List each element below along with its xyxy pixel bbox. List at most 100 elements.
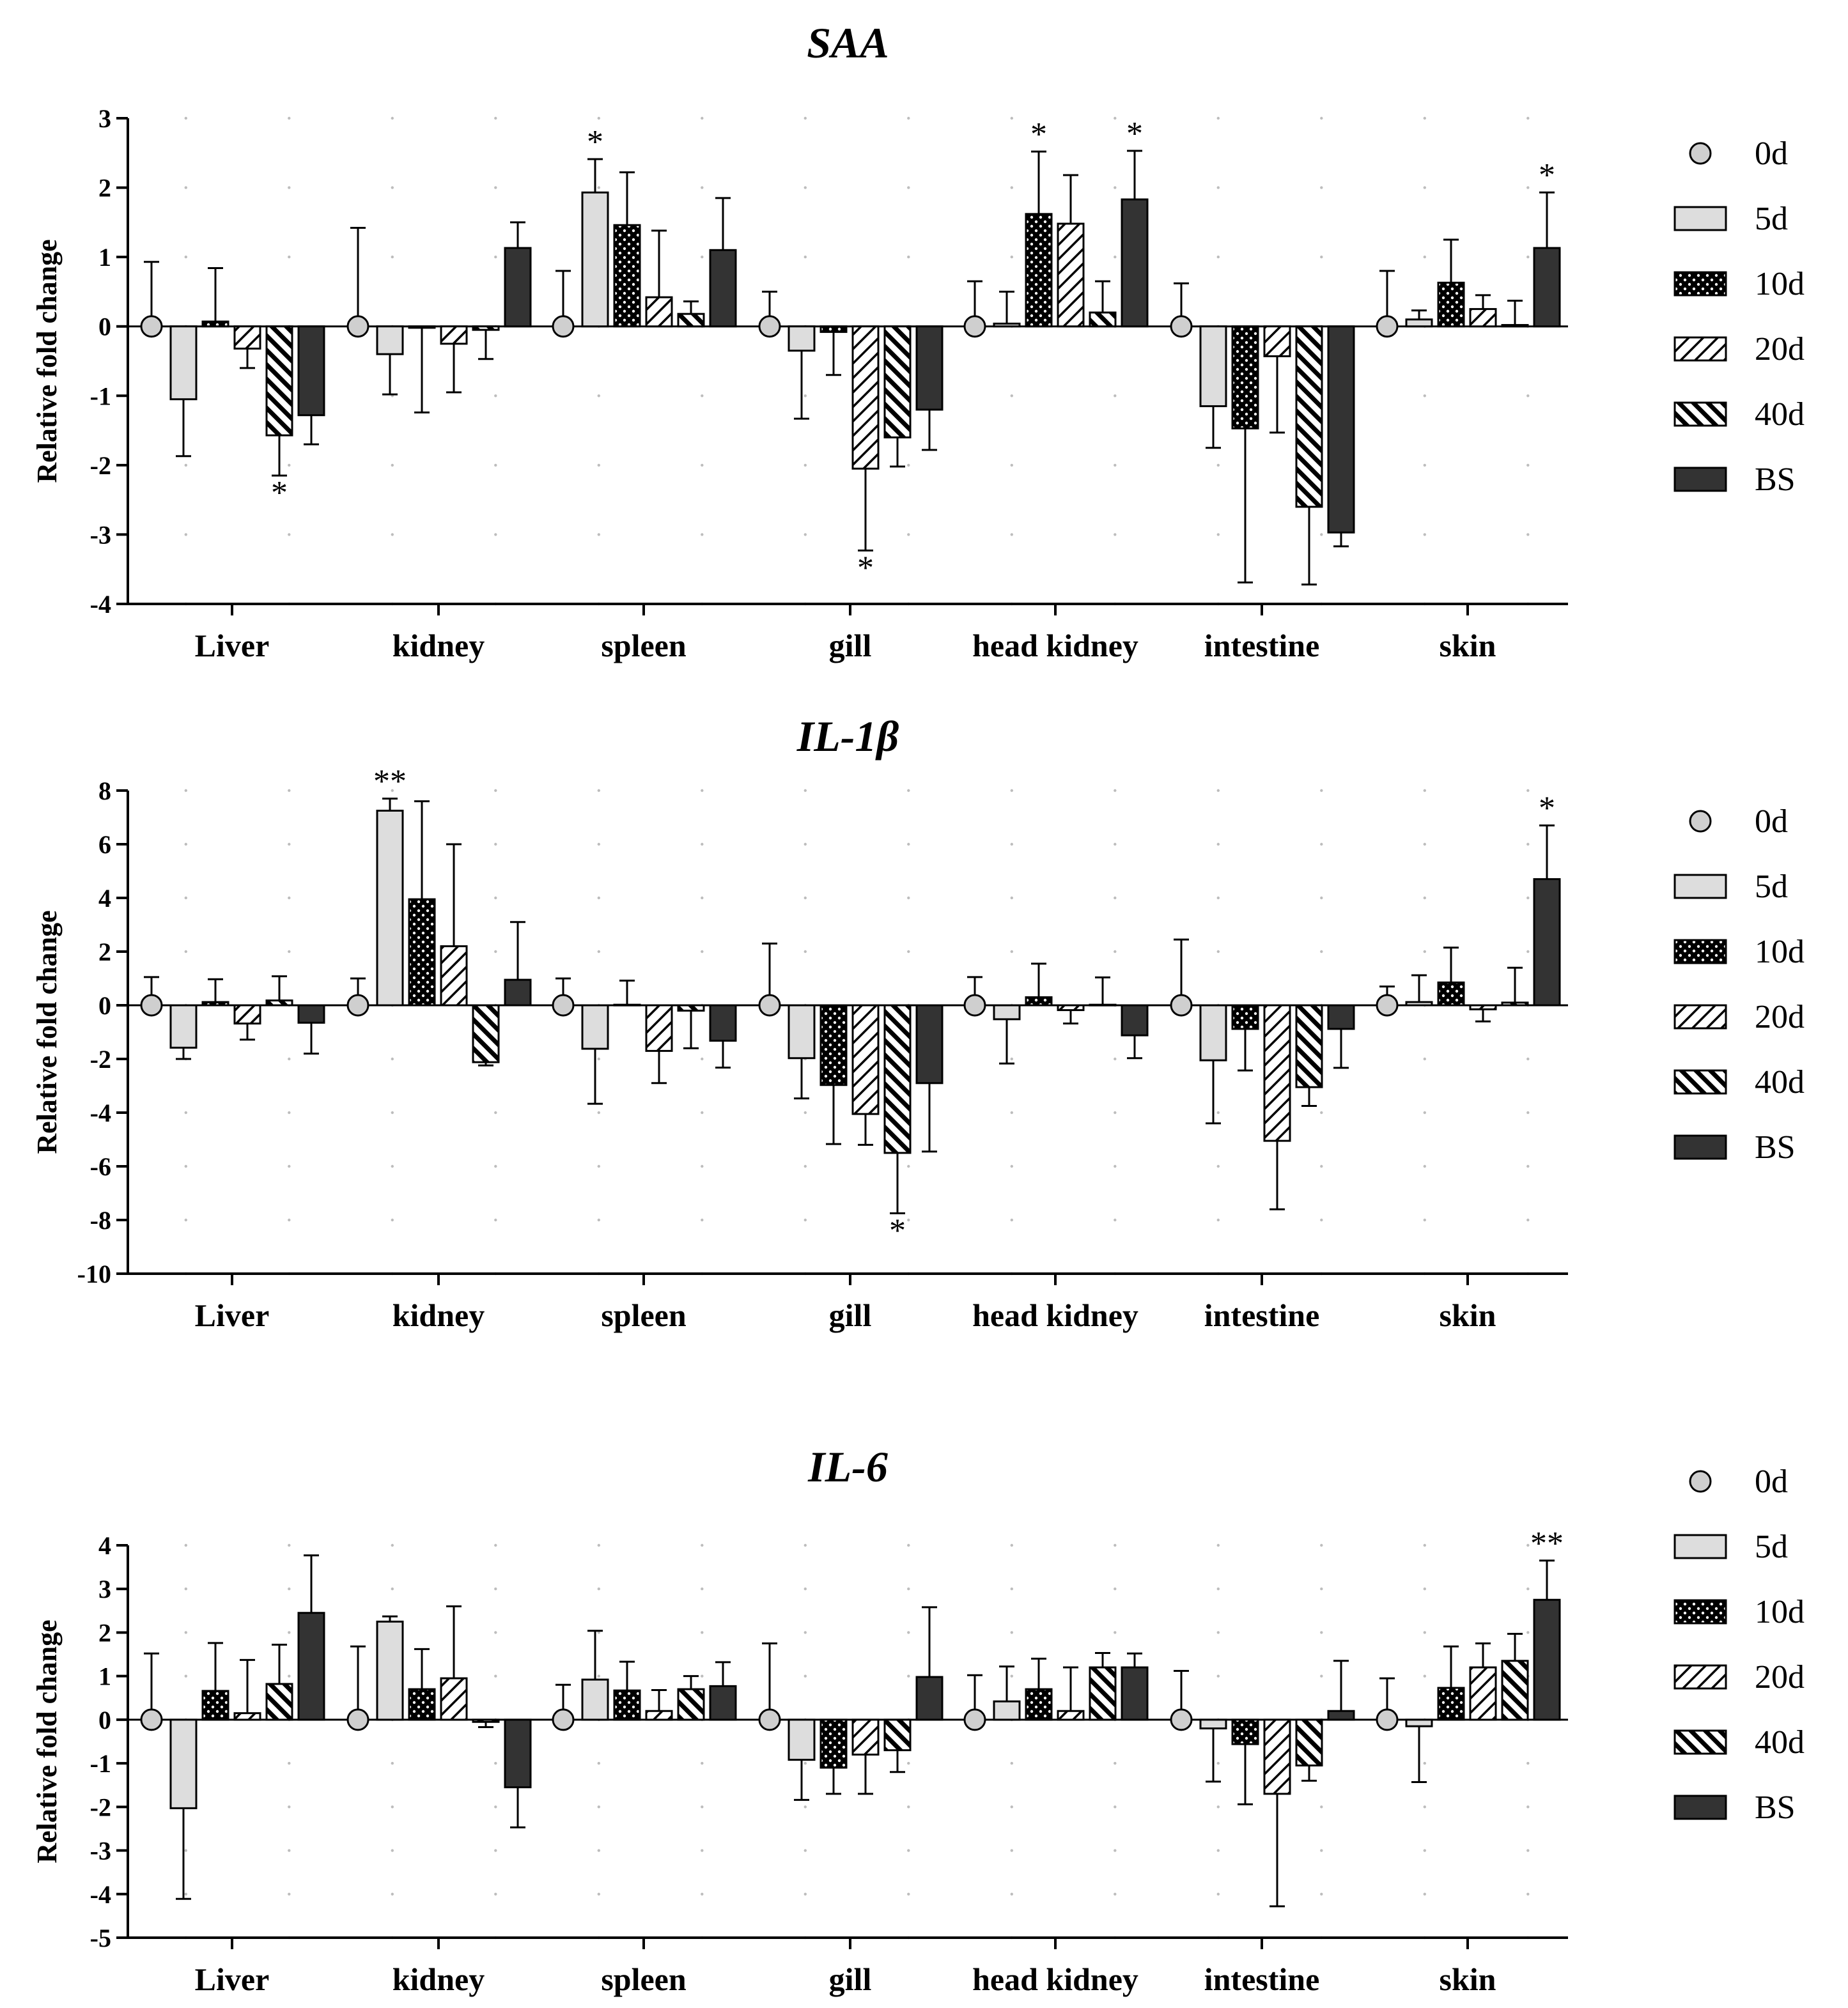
grid-dot <box>597 842 600 846</box>
grid-dot <box>494 1631 497 1634</box>
x-tick-label: intestine <box>1204 628 1320 663</box>
bar-5d <box>1405 1718 1433 1727</box>
grid-dot <box>494 1761 497 1765</box>
legend-swatch-10d <box>1673 271 1727 297</box>
grid-dot <box>494 1674 497 1678</box>
grid-dot <box>701 1057 704 1061</box>
y-tick-label: -5 <box>90 1924 111 1952</box>
grid-dot <box>1010 1164 1014 1168</box>
legend-swatch-20d <box>1673 336 1727 362</box>
grid-dot <box>804 1164 807 1168</box>
grid-dot <box>1114 116 1117 120</box>
bar-5d <box>376 810 404 1007</box>
point-0d <box>758 1708 781 1731</box>
grid-dot <box>907 463 910 467</box>
grid-dot <box>1526 896 1530 900</box>
grid-dot <box>288 1543 291 1547</box>
grid-dot <box>1114 186 1117 189</box>
point-0d <box>1170 315 1193 338</box>
grid-dot <box>1114 394 1117 398</box>
bar-5d <box>169 1718 198 1809</box>
grid-dot <box>597 1805 600 1809</box>
legend-label-10d: 10d <box>1755 934 1805 970</box>
bar-10d <box>1437 1687 1465 1721</box>
grid-dot <box>1010 842 1014 846</box>
series-20d <box>233 1605 1497 1908</box>
bar-20d <box>1263 325 1291 357</box>
grid-dot <box>907 896 910 900</box>
grid-dot <box>907 1587 910 1591</box>
y-tick-label: 0 <box>98 991 111 1020</box>
legend-label-0d: 0d <box>1755 135 1788 172</box>
point-0d <box>963 1708 986 1731</box>
grid-dot <box>1320 789 1323 792</box>
bar-40d <box>883 1718 912 1752</box>
grid-dot <box>1114 1543 1117 1547</box>
grid-dot <box>391 533 394 536</box>
bar-10d <box>819 1004 848 1086</box>
legend-label-0d: 0d <box>1755 803 1788 840</box>
bar-bs <box>709 1004 737 1042</box>
grid-dot <box>907 1892 910 1896</box>
bar-5d <box>993 322 1021 328</box>
grid-dot <box>1320 1849 1323 1852</box>
bar-20d <box>440 325 468 345</box>
grid-dot <box>1216 1805 1220 1809</box>
grid-dot <box>701 1631 704 1634</box>
bar-20d <box>1057 222 1085 328</box>
grid-dot <box>701 1761 704 1765</box>
grid-dot <box>1114 1761 1117 1765</box>
grid-dot <box>701 1543 704 1547</box>
bar-bs <box>1327 1710 1355 1721</box>
grid-dot <box>1526 1164 1530 1168</box>
bar-bs <box>504 978 532 1007</box>
legend-swatch-40d <box>1673 1069 1727 1095</box>
grid-dot <box>1320 116 1323 120</box>
bar-40d <box>1295 1718 1323 1767</box>
grid-dot <box>1423 1057 1426 1061</box>
bar-40d <box>677 1688 705 1721</box>
grid-dot <box>804 1849 807 1852</box>
grid-dot <box>1423 1218 1426 1222</box>
grid-dot <box>391 463 394 467</box>
y-tick-label: -4 <box>90 590 111 619</box>
grid-dot <box>494 789 497 792</box>
grid-dot <box>1320 1892 1323 1896</box>
series-bs <box>297 150 1561 548</box>
bar-5d <box>581 1678 609 1721</box>
legend-label-bs: BS <box>1755 461 1796 498</box>
bar-10d <box>1025 213 1053 328</box>
grid-dot <box>1114 1164 1117 1168</box>
grid-dot <box>701 463 704 467</box>
legend-label-20d: 20d <box>1755 1659 1805 1695</box>
bar-10d <box>613 224 641 328</box>
bar-20d <box>440 945 468 1007</box>
grid-dot <box>597 116 600 120</box>
bar-10d <box>408 325 436 329</box>
grid-dot <box>597 533 600 536</box>
grid-dot <box>1526 1587 1530 1591</box>
significance-marker: * <box>857 550 874 586</box>
grid-dot <box>1320 533 1323 536</box>
grid-dot <box>1320 1111 1323 1115</box>
bar-5d <box>1405 1001 1433 1007</box>
x-tick-label: intestine <box>1204 1297 1320 1333</box>
grid-dot <box>494 533 497 536</box>
grid-dot <box>1526 1849 1530 1852</box>
bar-bs <box>1327 1004 1355 1030</box>
y-tick-label: 8 <box>98 776 111 805</box>
grid-dot <box>907 842 910 846</box>
grid-dot <box>1423 463 1426 467</box>
grid-dot <box>494 950 497 954</box>
grid-dot <box>288 186 291 189</box>
legend-swatch-5d <box>1673 206 1727 231</box>
grid-dot <box>1114 1111 1117 1115</box>
x-tick-label: head kidney <box>972 628 1138 663</box>
bar-40d <box>1501 1001 1529 1007</box>
legend-swatch-40d <box>1673 1729 1727 1755</box>
point-0d <box>1376 1708 1399 1731</box>
grid-dot <box>1114 533 1117 536</box>
legend: 0d 5d 10d 20d 40d BS <box>1673 1464 1805 1826</box>
grid-dot <box>701 1805 704 1809</box>
